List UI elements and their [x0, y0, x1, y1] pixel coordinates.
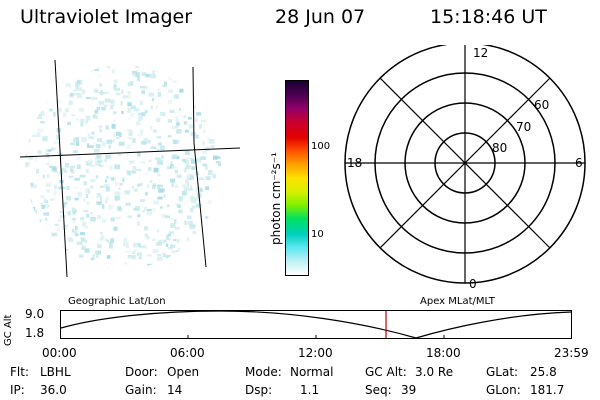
instrument-title: Ultraviolet Imager [20, 6, 193, 28]
timeline-right-caption: Apex MLat/MLT [420, 296, 495, 307]
altitude-timeline [60, 310, 572, 339]
mlt-label-12: 12 [473, 46, 488, 60]
image-time: 15:18:46 UT [430, 6, 547, 28]
glat-label: GLat: [486, 365, 519, 379]
latitude-line [19, 147, 241, 158]
timeline-xtick-1200: 12:00 [298, 346, 333, 360]
uv-emission-speckles [25, 65, 221, 269]
door-label: Door: [125, 365, 158, 379]
dsp-label: Dsp: [245, 383, 273, 397]
gcalt-label: GC Alt: [365, 365, 407, 379]
longitude-line-right [192, 66, 207, 268]
gcalt-value: 3.0 Re [415, 365, 454, 379]
glon-value: 181.7 [530, 383, 565, 397]
gain-value: 14 [167, 383, 183, 397]
timeline-xtick-2359: 23:59 [554, 346, 589, 360]
timeline-xtick-1800: 18:00 [426, 346, 461, 360]
timeline-xtick-0000: 00:00 [42, 346, 77, 360]
flt-value: LBHL [40, 365, 71, 379]
intensity-colorbar [285, 80, 309, 276]
altitude-curve [60, 310, 572, 339]
colorbar-tick-100: 100 [311, 141, 331, 152]
mode-label: Mode: [245, 365, 282, 379]
door-value: Open [167, 365, 200, 379]
timeline-left-caption: Geographic Lat/Lon [68, 296, 166, 307]
mlt-label-6: 6 [575, 156, 583, 170]
ip-label: IP: [10, 383, 25, 397]
lat-label-70: 70 [516, 120, 531, 134]
lat-label-60: 60 [534, 98, 549, 112]
timeline-ytick-9: 9.0 [25, 307, 45, 321]
timeline-ytick-1-8: 1.8 [25, 326, 45, 340]
lat-label-80: 80 [492, 141, 507, 155]
timeline-xtick-0600: 06:00 [170, 346, 205, 360]
seq-value: 39 [401, 383, 417, 397]
polar-diagonal-2 [379, 77, 551, 249]
timeline-y-label: GC Alt [3, 314, 14, 346]
ip-value: 36.0 [40, 383, 67, 397]
mlt-label-18: 18 [347, 156, 362, 170]
polar-plot: 12 18 6 0 60 70 80 [344, 45, 586, 290]
glat-value: 25.8 [530, 365, 557, 379]
seq-label: Seq: [365, 383, 392, 397]
colorbar-tick-10: 10 [311, 229, 324, 240]
flt-label: Flt: [10, 365, 29, 379]
gain-label: Gain: [125, 383, 157, 397]
mode-value: Normal [290, 365, 334, 379]
colorbar-unit-label: photon cm⁻²s⁻¹ [269, 152, 283, 245]
mlt-label-0: 0 [469, 277, 477, 290]
geographic-image [19, 59, 241, 278]
longitude-line-left [54, 59, 68, 278]
image-date: 28 Jun 07 [275, 6, 366, 28]
dsp-value: 1.1 [300, 383, 320, 397]
glon-label: GLon: [486, 383, 521, 397]
